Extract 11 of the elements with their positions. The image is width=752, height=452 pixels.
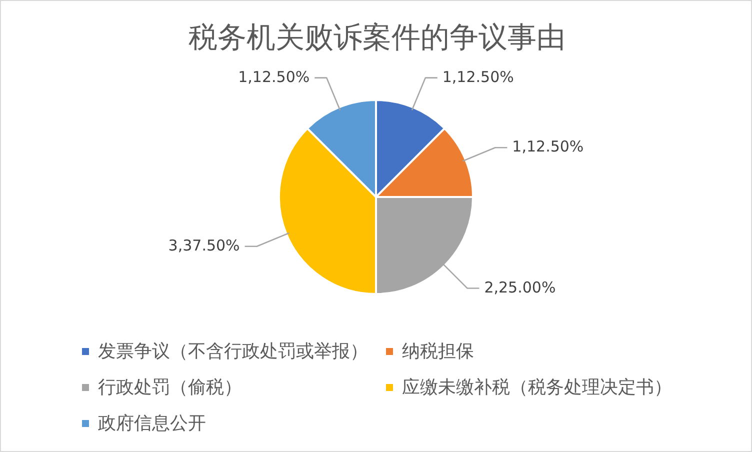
data-label: 2,25.00% [484, 278, 556, 296]
data-label: 1,12.50% [238, 68, 310, 86]
data-label: 1,12.50% [442, 68, 514, 86]
legend-label: 纳税担保 [402, 340, 474, 363]
data-label: 3,37.50% [168, 236, 240, 254]
legend-label: 发票争议（不含行政处罚或举报） [98, 340, 368, 363]
legend-label: 应缴未缴补税（税务处理决定书） [402, 376, 672, 399]
chart-title: 税务机关败诉案件的争议事由 [188, 19, 566, 56]
data-label: 1,12.50% [512, 138, 584, 156]
legend-label: 行政处罚（偷税） [98, 376, 242, 399]
legend-label: 政府信息公开 [98, 412, 206, 435]
